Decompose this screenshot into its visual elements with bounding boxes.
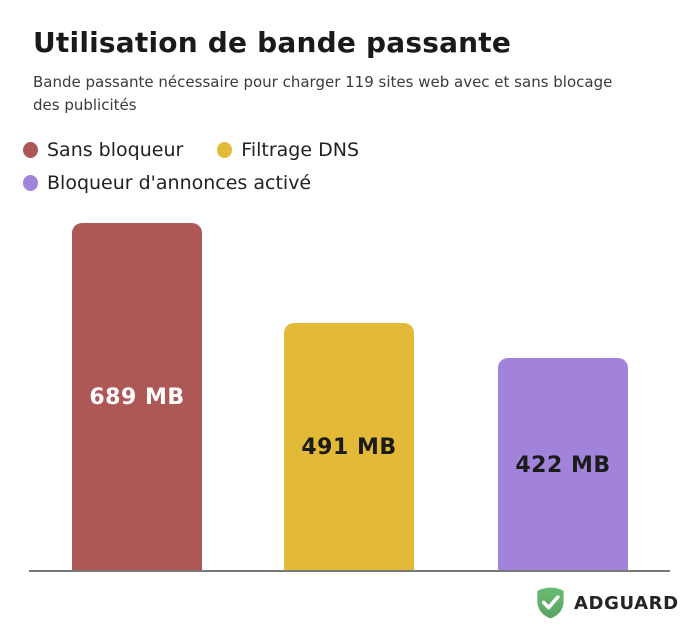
legend-label: Sans bloqueur <box>47 139 184 161</box>
legend-item: Sans bloqueur <box>23 139 183 161</box>
legend-dot-icon <box>23 175 38 191</box>
chart-legend: Sans bloqueur Filtrage DNS Bloqueur d'anno… <box>23 139 493 194</box>
adguard-logo: ADGUARD <box>536 587 679 619</box>
bar-value-label: 422 MB <box>515 452 611 478</box>
brand-name: ADGUARD <box>574 592 679 614</box>
bar-2: 491 MB <box>284 323 414 572</box>
bar-value-label: 689 MB <box>89 385 185 410</box>
page-title: Utilisation de bande passante <box>33 26 512 59</box>
page-subtitle: Bande passante nécessaire pour charger 1… <box>33 73 613 114</box>
bar-value-label: 491 MB <box>301 435 397 460</box>
legend-label: Filtrage DNS <box>241 139 359 161</box>
bar-3: 422 MB <box>498 358 628 572</box>
legend-item: Bloqueur d'annonces activé <box>23 172 311 194</box>
adguard-shield-icon <box>537 587 564 619</box>
bar-1: 689 MB <box>72 223 202 572</box>
legend-dot-icon <box>23 142 38 158</box>
legend-dot-icon <box>217 142 233 158</box>
x-axis-line <box>29 570 670 572</box>
legend-item: Filtrage DNS <box>217 139 359 161</box>
legend-label: Bloqueur d'annonces activé <box>47 172 312 194</box>
